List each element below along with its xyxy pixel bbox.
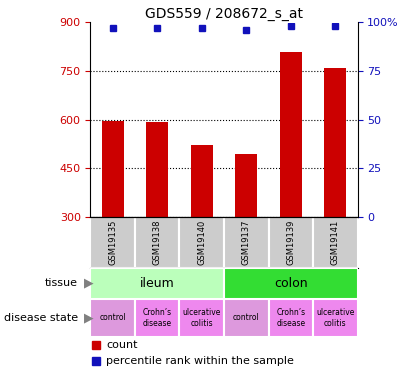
Text: count: count [106,340,138,350]
Text: percentile rank within the sample: percentile rank within the sample [106,357,294,366]
Bar [313,217,358,268]
Bar [268,217,313,268]
Text: GSM19140: GSM19140 [197,220,206,265]
Bar [224,217,268,268]
Bar [180,217,224,268]
Title: GDS559 / 208672_s_at: GDS559 / 208672_s_at [145,8,303,21]
Text: control: control [233,314,260,322]
Bar [191,146,213,217]
Bar [135,217,180,268]
Bar [146,122,169,217]
Bar [313,298,358,338]
Text: GSM19139: GSM19139 [286,220,295,265]
Text: ▶: ▶ [83,311,93,324]
Text: GSM19135: GSM19135 [108,220,117,265]
Text: control: control [99,314,126,322]
Text: ulcerative
colitis: ulcerative colitis [182,308,221,328]
Bar [90,217,135,268]
Bar [224,268,358,298]
Bar [279,52,302,217]
Text: ileum: ileum [140,277,175,290]
Bar [268,298,313,338]
Bar [90,298,135,338]
Text: ▶: ▶ [83,277,93,290]
Text: tissue: tissue [45,278,78,288]
Bar [224,298,268,338]
Text: disease state: disease state [4,313,78,323]
Bar [90,268,224,298]
Text: ulcerative
colitis: ulcerative colitis [316,308,355,328]
Bar [324,68,346,217]
Bar [135,298,180,338]
Bar [102,121,124,217]
Text: colon: colon [274,277,307,290]
Text: Crohn’s
disease: Crohn’s disease [276,308,305,328]
Text: GSM19137: GSM19137 [242,220,251,265]
Text: GSM19138: GSM19138 [153,220,162,265]
Bar [235,154,257,217]
Text: Crohn’s
disease: Crohn’s disease [143,308,172,328]
Bar [180,298,224,338]
Text: GSM19141: GSM19141 [331,220,340,265]
